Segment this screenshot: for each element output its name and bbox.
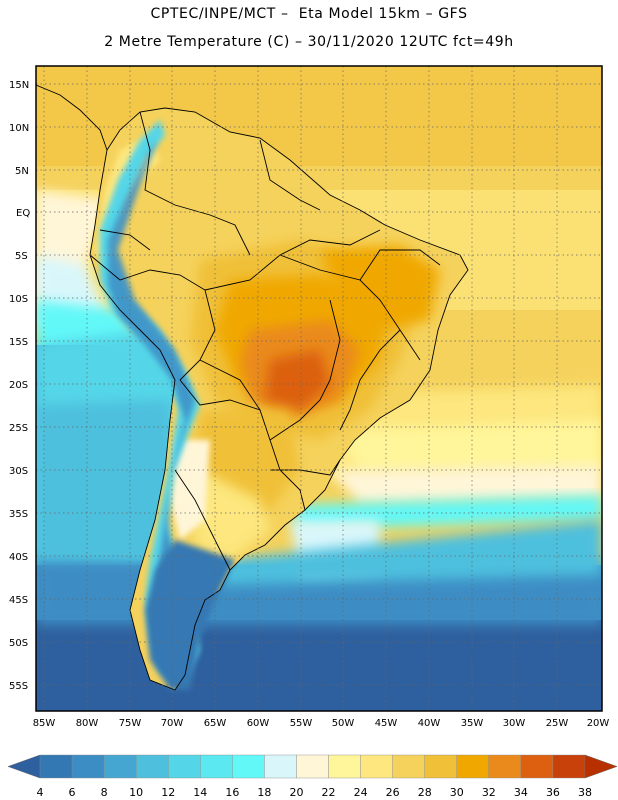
lon-label: 25W (546, 718, 569, 729)
colorbar-label: 8 (101, 786, 108, 799)
lat-label: 10N (9, 123, 29, 134)
lat-label: 15S (9, 337, 28, 348)
colorbar-swatch (71, 754, 105, 779)
colorbar-label: 36 (546, 786, 560, 799)
land-temperature-field (90, 108, 468, 690)
lat-label: 15N (9, 80, 29, 91)
colorbar: 4 6 8 10 12 14 16 18 20 22 24 26 28 30 32 34 36 38 (7, 754, 618, 799)
lat-label: 5N (15, 166, 29, 177)
longitude-labels: 85W 80W 75W 70W 65W 60W 55W 50W 45W 40W … (33, 718, 610, 729)
lat-label: 40S (9, 552, 28, 563)
colorbar-label: 4 (37, 786, 44, 799)
colorbar-label: 34 (514, 786, 528, 799)
colorbar-swatch (424, 754, 457, 779)
colorbar-label: 16 (225, 786, 239, 799)
lon-label: 20W (587, 718, 610, 729)
lat-label: 25S (9, 423, 28, 434)
lat-label: 30S (9, 466, 28, 477)
colorbar-label: 14 (193, 786, 207, 799)
colorbar-swatch (456, 754, 490, 779)
lat-label: 50S (9, 638, 28, 649)
lat-label: 45S (9, 595, 28, 606)
colorbar-right-arrow (584, 754, 618, 779)
colorbar-swatch (264, 754, 297, 779)
lon-label: 45W (375, 718, 398, 729)
lon-label: 85W (33, 718, 56, 729)
title-line-2: 2 Metre Temperature (C) – 30/11/2020 12U… (104, 34, 514, 50)
lon-label: 80W (76, 718, 99, 729)
colorbar-label: 10 (129, 786, 143, 799)
lon-label: 60W (247, 718, 270, 729)
colorbar-label: 24 (354, 786, 368, 799)
colorbar-swatch (520, 754, 554, 779)
lon-label: 75W (119, 718, 142, 729)
colorbar-label: 30 (450, 786, 464, 799)
map-frame (35, 65, 603, 712)
colorbar-label: 6 (69, 786, 76, 799)
lon-label: 65W (204, 718, 227, 729)
lon-label: 30W (503, 718, 526, 729)
colorbar-swatch (135, 754, 169, 779)
lon-label: 70W (161, 718, 184, 729)
colorbar-swatch (392, 754, 425, 779)
lon-label: 40W (418, 718, 441, 729)
lat-label: 55S (9, 681, 28, 692)
colorbar-swatch (488, 754, 522, 779)
title-line-1: CPTEC/INPE/MCT – Eta Model 15km – GFS (150, 6, 468, 22)
lon-label: 55W (290, 718, 313, 729)
colorbar-label: 12 (161, 786, 175, 799)
colorbar-swatch (232, 754, 265, 779)
colorbar-swatch (328, 754, 361, 779)
colorbar-swatch (296, 754, 329, 779)
lat-label: EQ (16, 208, 30, 219)
colorbar-label: 32 (482, 786, 496, 799)
colorbar-swatch (360, 754, 393, 779)
latitude-labels: 15N 10N 5N EQ 5S 10S 15S 20S 25S 30S 35S… (9, 80, 30, 692)
lat-label: 35S (9, 509, 28, 520)
colorbar-label: 18 (257, 786, 271, 799)
map-panel (36, 66, 602, 711)
colorbar-swatch (168, 754, 201, 779)
colorbar-label: 28 (418, 786, 432, 799)
lon-label: 50W (332, 718, 355, 729)
colorbar-label: 22 (322, 786, 336, 799)
colorbar-left-arrow (7, 754, 41, 779)
colorbar-swatch (200, 754, 233, 779)
lon-label: 35W (461, 718, 484, 729)
colorbar-label: 26 (386, 786, 400, 799)
colorbar-label: 38 (578, 786, 592, 799)
colorbar-label: 20 (289, 786, 303, 799)
colorbar-swatch (39, 754, 73, 779)
lat-label: 5S (15, 251, 28, 262)
lat-label: 10S (9, 294, 28, 305)
colorbar-swatch (103, 754, 137, 779)
colorbar-swatch (552, 754, 586, 779)
country-borders (36, 84, 469, 691)
lat-label: 20S (9, 380, 28, 391)
